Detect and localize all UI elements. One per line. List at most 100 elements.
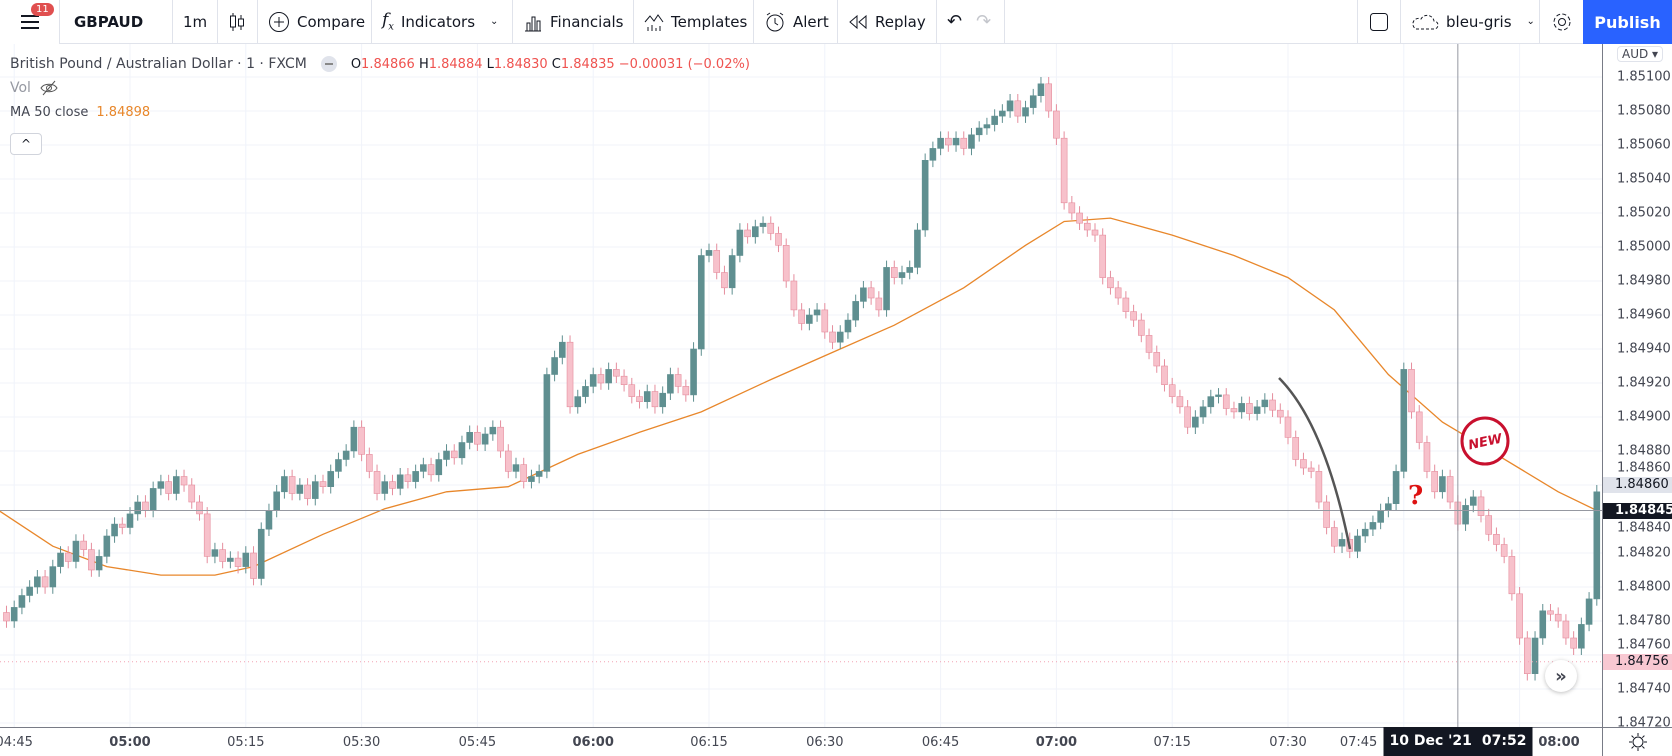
- chart-legend: British Pound / Australian Dollar · 1 · …: [10, 52, 750, 124]
- candle-down: [1500, 544, 1508, 557]
- candle-down: [1099, 234, 1107, 278]
- candle-up: [103, 535, 111, 557]
- select-layout-button[interactable]: [1358, 0, 1401, 44]
- candle-down: [1562, 620, 1570, 639]
- price-tick: 1.84960: [1617, 307, 1671, 323]
- price-tick: 1.84900: [1617, 409, 1671, 425]
- candle-down: [651, 391, 659, 408]
- eye-off-icon[interactable]: [39, 80, 59, 96]
- candle-down: [358, 426, 365, 455]
- price-tick: 1.85080: [1617, 103, 1671, 119]
- candle-up: [589, 374, 597, 387]
- chart-pane[interactable]: ? NEW: [0, 44, 1602, 727]
- currency-button[interactable]: AUD ▾: [1617, 46, 1664, 62]
- series-toggle-icon[interactable]: [320, 56, 337, 72]
- open-label: O: [350, 56, 362, 72]
- candle-down: [1423, 442, 1431, 472]
- candle-up: [396, 474, 404, 489]
- candle-up: [412, 471, 419, 482]
- candle-down: [767, 222, 775, 234]
- compare-button[interactable]: Compare: [258, 0, 372, 44]
- new-sticker-icon: [1460, 416, 1510, 466]
- new-sticker-text: NEW: [1467, 431, 1504, 453]
- candle-up: [149, 488, 157, 511]
- candle-down: [628, 384, 636, 397]
- candle-up: [1361, 528, 1369, 537]
- candle-up: [759, 222, 767, 227]
- menu-button[interactable]: 11: [0, 0, 60, 44]
- candle-down: [1076, 212, 1083, 224]
- candle-up: [296, 484, 304, 494]
- hamburger-icon: [20, 14, 39, 29]
- candle-down: [1284, 416, 1292, 438]
- templates-button[interactable]: Templates: [634, 0, 754, 44]
- candle-down: [118, 523, 126, 528]
- candle-down: [597, 374, 605, 384]
- candle-up: [1392, 471, 1400, 504]
- candle-up: [57, 552, 64, 567]
- candle-down: [620, 375, 628, 386]
- candle-down: [1130, 311, 1137, 321]
- candle-up: [667, 374, 674, 394]
- candle-down: [1446, 476, 1454, 503]
- undo-icon[interactable]: ↶: [947, 11, 963, 32]
- ma50-line: [0, 217, 1598, 576]
- candle-up: [983, 124, 991, 129]
- price-tick: 1.84820: [1617, 545, 1671, 561]
- candle-up: [752, 226, 759, 238]
- candle-down: [890, 267, 898, 278]
- layout-name-button[interactable]: bleu-gris ⌄: [1401, 0, 1540, 44]
- candle-up: [257, 528, 265, 579]
- ma-label[interactable]: MA 50 close: [10, 104, 89, 120]
- candle-up: [265, 510, 273, 530]
- plus-circle-icon: [269, 11, 289, 32]
- candle-up: [95, 556, 103, 571]
- candle-up: [1585, 598, 1593, 625]
- price-tick: 1.84880: [1617, 443, 1671, 459]
- collapse-legend-button[interactable]: ^: [10, 133, 42, 155]
- candle-up: [10, 607, 18, 622]
- candle-up: [342, 450, 350, 460]
- replay-button[interactable]: Replay: [838, 0, 937, 44]
- candle-down: [1230, 408, 1238, 413]
- candle-up: [1462, 505, 1469, 525]
- chevron-down-icon[interactable]: ⌄: [490, 16, 499, 27]
- price-tick: 1.84740: [1617, 681, 1671, 697]
- candle-down: [234, 557, 242, 567]
- candle-down: [520, 464, 528, 482]
- candle-up: [937, 137, 944, 149]
- candle-up: [1369, 522, 1377, 530]
- candle-down: [1107, 277, 1114, 289]
- time-tick: 06:00: [572, 735, 614, 750]
- candle-down: [41, 576, 49, 588]
- candle-up: [26, 586, 33, 596]
- symbol-search-button[interactable]: GBPAUD: [60, 0, 173, 44]
- time-tick: 05:45: [458, 735, 497, 750]
- candle-down: [497, 426, 504, 452]
- price-axis[interactable]: 1.85100 1.85080 1.85060 1.85040 1.85020 1.850…: [1602, 44, 1672, 731]
- candle-down: [1168, 384, 1176, 397]
- time-tick: 07:15: [1153, 735, 1191, 750]
- bar-chart-icon: [525, 16, 541, 31]
- alarm-clock-icon: [766, 12, 784, 31]
- time-axis[interactable]: 04:45 05:00 05:15 05:30 05:45 06:00 06:15 06:30…: [0, 727, 1602, 756]
- candle-down: [1222, 394, 1230, 409]
- candle-up: [34, 576, 41, 588]
- financials-button[interactable]: Financials: [513, 0, 634, 44]
- interval-button[interactable]: 1m: [173, 0, 218, 44]
- publish-button[interactable]: Publish: [1583, 0, 1672, 44]
- settings-button[interactable]: [1540, 0, 1584, 44]
- alert-button[interactable]: Alert: [754, 0, 838, 44]
- candle-up: [458, 442, 466, 459]
- redo-icon[interactable]: ↷: [976, 11, 992, 32]
- chart-type-button[interactable]: [218, 0, 258, 44]
- volume-label[interactable]: Vol: [10, 80, 31, 96]
- indicators-button[interactable]: fx Indicators ⌄: [372, 0, 513, 44]
- candle-up: [836, 331, 844, 343]
- top-toolbar: 11 GBPAUD 1m Compare fx Indicators ⌄ Fin…: [0, 0, 1672, 44]
- scroll-to-realtime-button[interactable]: »: [1545, 660, 1577, 692]
- candle-down: [636, 396, 643, 403]
- series-title[interactable]: British Pound / Australian Dollar · 1 · …: [10, 56, 307, 72]
- axis-settings-button[interactable]: [1602, 727, 1672, 756]
- candle-down: [1323, 501, 1330, 528]
